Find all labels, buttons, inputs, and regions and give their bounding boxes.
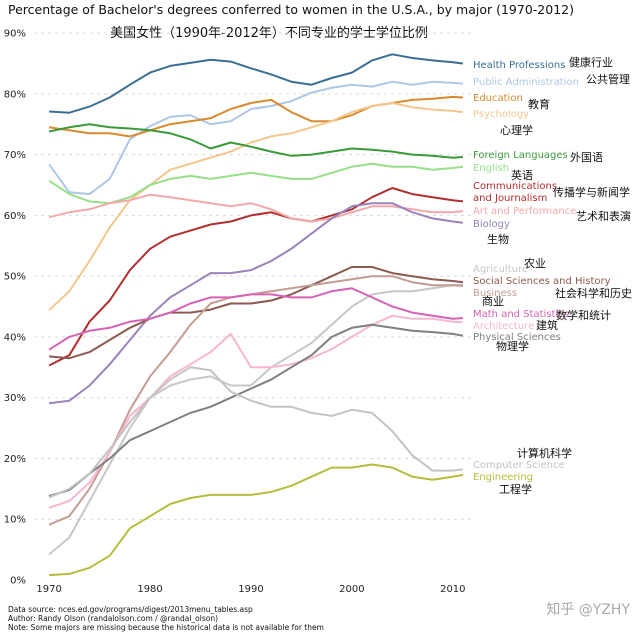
series-label: Social Sciences and History [473, 276, 611, 287]
series-line-biology [48, 202, 464, 405]
series-label-cn: 健康行业 [569, 55, 613, 69]
series-label-cn: 建筑 [536, 318, 558, 332]
x-tick-label: 1980 [137, 584, 162, 595]
series-label-cn: 社会科学和历史 [555, 286, 632, 300]
y-tick-label: 90% [4, 29, 26, 40]
y-tick-label: 10% [4, 515, 26, 526]
series-line-education [48, 95, 463, 138]
series-line-communications-and-journalism [48, 187, 464, 367]
series-line-english [48, 162, 464, 205]
axis-ticks: 0% 10% 20% 30% 40% 50% 60% 70% 80% 90% 1970 1980 199… [4, 29, 466, 595]
series-label-cn: 英语 [511, 168, 533, 182]
series-lines [48, 53, 464, 577]
series-label-cn: 计算机科学 [517, 446, 572, 460]
series-label: Art and Performance [473, 206, 576, 217]
series-line-engineering [49, 463, 464, 577]
series-line-business [48, 275, 463, 526]
series-label: Architecture [473, 321, 534, 332]
series-label-cn: 教育 [528, 97, 550, 111]
x-tick-label: 1970 [36, 584, 61, 595]
y-tick-label: 20% [4, 454, 26, 465]
chart-subtitle: 美国女性（1990年-2012年）不同专业的学士学位比例 [110, 25, 428, 41]
series-line-physical-sciences [48, 323, 464, 498]
series-label: Foreign Languages [473, 150, 568, 161]
series-label: Math and Statistics [473, 309, 569, 320]
series-label: Agriculture [473, 264, 528, 275]
series-label: Physical Sciences [473, 332, 561, 343]
watermark: 知乎 @YZHY [546, 601, 630, 618]
series-line-agriculture [48, 283, 463, 556]
footnote-note: Note: Some majors are missing because th… [8, 623, 324, 632]
y-tick-label: 0% [10, 576, 26, 587]
series-labels: Health Professions 健康行业 Public Administrat… [473, 55, 632, 496]
series-label: Communications and Journalism [473, 181, 557, 204]
series-label-cn: 艺术和表演 [576, 209, 631, 223]
series-label: Computer Science [473, 460, 565, 471]
series-label-cn: 商业 [482, 294, 504, 308]
series-label-cn: 传播学与新闻学 [553, 185, 630, 199]
footnote-source: Data source: nces.ed.gov/programs/digest… [8, 605, 253, 614]
series-label: Biology [473, 219, 510, 230]
series-label: Public Administration [473, 77, 579, 88]
series-label: Education [473, 93, 523, 104]
y-tick-label: 30% [4, 393, 26, 404]
series-line-psychology [48, 102, 464, 311]
y-tick-label: 50% [4, 272, 26, 283]
series-line-health-professions [49, 53, 464, 114]
series-label-cn: 工程学 [499, 482, 532, 496]
series-label: Business [473, 288, 517, 299]
series-label-cn: 生物 [487, 232, 509, 246]
series-line-math-and-statistics [48, 287, 463, 351]
series-label: English [473, 163, 509, 174]
x-tick-label: 2010 [440, 584, 465, 595]
y-tick-label: 60% [4, 211, 26, 222]
series-label-cn: 农业 [524, 256, 546, 270]
series-label-cn: 公共管理 [586, 72, 630, 86]
footnote-author: Author: Randy Olson (randalolson.com / @… [8, 614, 218, 623]
series-label: Health Professions [473, 60, 565, 71]
series-label: Engineering [473, 472, 533, 483]
series-line-foreign-languages [48, 123, 463, 159]
series-label-cn: 外国语 [570, 151, 603, 164]
gridlines [34, 32, 473, 520]
x-tick-label: 2000 [339, 584, 364, 595]
y-tick-label: 80% [4, 89, 26, 100]
series-label-cn: 数学和统计 [556, 308, 611, 322]
series-line-computer-science [48, 366, 464, 499]
y-tick-label: 70% [4, 150, 26, 161]
y-tick-label: 40% [4, 332, 26, 343]
series-line-social-sciences-and-history [49, 266, 464, 360]
chart-title: Percentage of Bachelor's degrees conferr… [8, 2, 574, 17]
series-label-cn: 物理学 [496, 339, 529, 353]
x-tick-label: 1990 [238, 584, 263, 595]
series-label-cn: 心理学 [500, 123, 533, 137]
series-line-public-administration [48, 80, 463, 196]
series-line-architecture [48, 314, 463, 509]
series-label: Psychology [473, 109, 529, 120]
